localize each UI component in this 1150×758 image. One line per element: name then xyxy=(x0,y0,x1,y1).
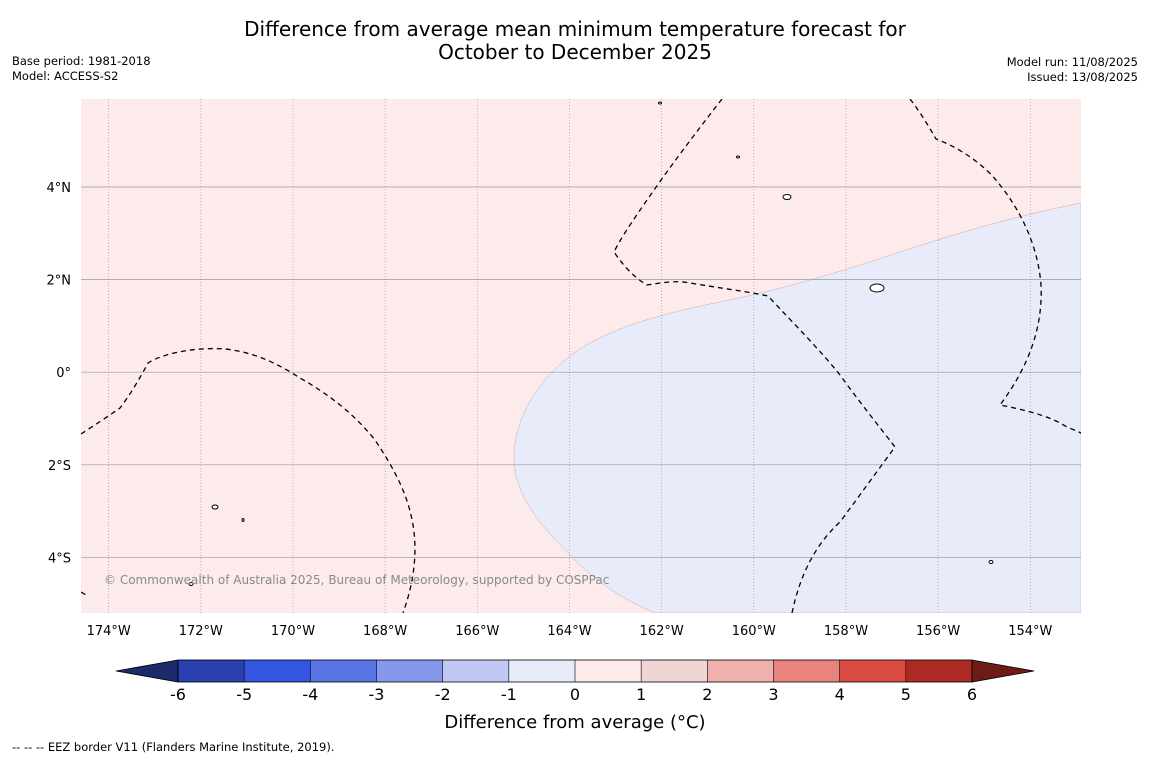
colorbar-cell xyxy=(442,660,510,682)
eez-border-corner xyxy=(81,591,87,596)
meta-right: Model run: 11/08/2025 Issued: 13/08/2025 xyxy=(1007,55,1138,85)
island-2 xyxy=(869,283,885,293)
colorbar-cell xyxy=(839,660,907,682)
longitude-labels: 174°W 172°W 170°W 168°W 166°W 164°W 162°W 160°W… xyxy=(87,624,1053,639)
colorbar-cell xyxy=(244,660,311,682)
eez-footnote: -- -- -- EEZ border V11 (Flanders Marine… xyxy=(12,740,335,754)
colorbar-cell xyxy=(641,660,708,682)
colorbar-tick-label: 0 xyxy=(570,685,580,704)
longitude-label: 166°W xyxy=(455,624,499,639)
longitude-label: 158°W xyxy=(824,624,868,639)
eez-borders xyxy=(81,99,1081,613)
map-title: Difference from average mean minimum tem… xyxy=(0,18,1150,64)
longitude-label: 160°W xyxy=(732,624,776,639)
island-6 xyxy=(658,101,662,105)
island-1 xyxy=(782,194,792,200)
latitude-label: 2°S xyxy=(48,459,71,474)
colorbar-tick-label: -3 xyxy=(369,685,385,704)
model-text: Model: ACCESS-S2 xyxy=(12,69,119,83)
colorbar-tick-label: 6 xyxy=(967,685,977,704)
map-title-line1: Difference from average mean minimum tem… xyxy=(244,17,906,41)
meta-left: Base period: 1981-2018 Model: ACCESS-S2 xyxy=(12,54,151,84)
colorbar-tick-label: 4 xyxy=(835,685,845,704)
eez-border-east xyxy=(909,99,1081,434)
latitude-label: 4°S xyxy=(48,551,71,566)
model-run-text: Model run: 11/08/2025 xyxy=(1006,55,1138,69)
colorbar-tick-label: -1 xyxy=(501,685,517,704)
island-3 xyxy=(211,504,219,510)
colorbar-label: Difference from average (°C) xyxy=(444,712,705,733)
colorbar: -6 -5 -4 -3 -2 -1 0 1 2 3 4 5 6 Difference from aver… xyxy=(115,659,1035,733)
eez-border-west xyxy=(81,347,416,613)
longitude-label: 170°W xyxy=(271,624,315,639)
copyright-text: © Commonwealth of Australia 2025, Bureau… xyxy=(104,573,609,587)
latitude-label: 0° xyxy=(56,366,71,381)
longitude-label: 174°W xyxy=(87,624,131,639)
colorbar-cell xyxy=(310,660,377,682)
colorbar-tick-label: 3 xyxy=(768,685,778,704)
colorbar-cell xyxy=(773,660,840,682)
latitude-label: 2°N xyxy=(47,274,72,289)
map-title-line2: October to December 2025 xyxy=(438,40,712,64)
colorbar-cell xyxy=(575,660,642,682)
longitude-label: 164°W xyxy=(547,624,591,639)
colorbar-cell xyxy=(178,660,245,682)
colorbar-cell xyxy=(376,660,443,682)
longitude-label: 156°W xyxy=(916,624,960,639)
island-7 xyxy=(736,155,740,159)
colorbar-cell xyxy=(508,660,576,682)
cool-anomaly-region xyxy=(513,202,1081,613)
eez-border-central xyxy=(613,99,896,613)
island-5 xyxy=(988,560,994,564)
island-4 xyxy=(188,582,194,586)
longitude-label: 172°W xyxy=(179,624,223,639)
latitude-label: 4°N xyxy=(47,181,72,196)
colorbar-tick-label: 2 xyxy=(702,685,712,704)
colorbar-cell xyxy=(905,660,973,682)
longitude-label: 162°W xyxy=(640,624,684,639)
colorbar-tick-label: 5 xyxy=(901,685,911,704)
colorbar-low-extension xyxy=(115,659,179,683)
colorbar-tick-label: -4 xyxy=(302,685,318,704)
colorbar-tick-label: -5 xyxy=(236,685,252,704)
colorbar-tick-label: -6 xyxy=(170,685,186,704)
islands xyxy=(188,101,994,586)
issued-text: Issued: 13/08/2025 xyxy=(1027,70,1138,84)
longitude-label: 168°W xyxy=(363,624,407,639)
latitude-labels: 4°N 2°N 0° 2°S 4°S xyxy=(47,181,72,566)
map-area: © Commonwealth of Australia 2025, Bureau… xyxy=(81,99,1081,613)
colorbar-cell xyxy=(707,660,774,682)
base-period-text: Base period: 1981-2018 xyxy=(12,54,151,68)
colorbar-tick-label: -2 xyxy=(435,685,451,704)
colorbar-high-extension xyxy=(971,659,1035,683)
map-grid xyxy=(81,99,1081,613)
longitude-label: 154°W xyxy=(1008,624,1052,639)
island-8 xyxy=(241,518,245,522)
colorbar-tick-label: 1 xyxy=(636,685,646,704)
